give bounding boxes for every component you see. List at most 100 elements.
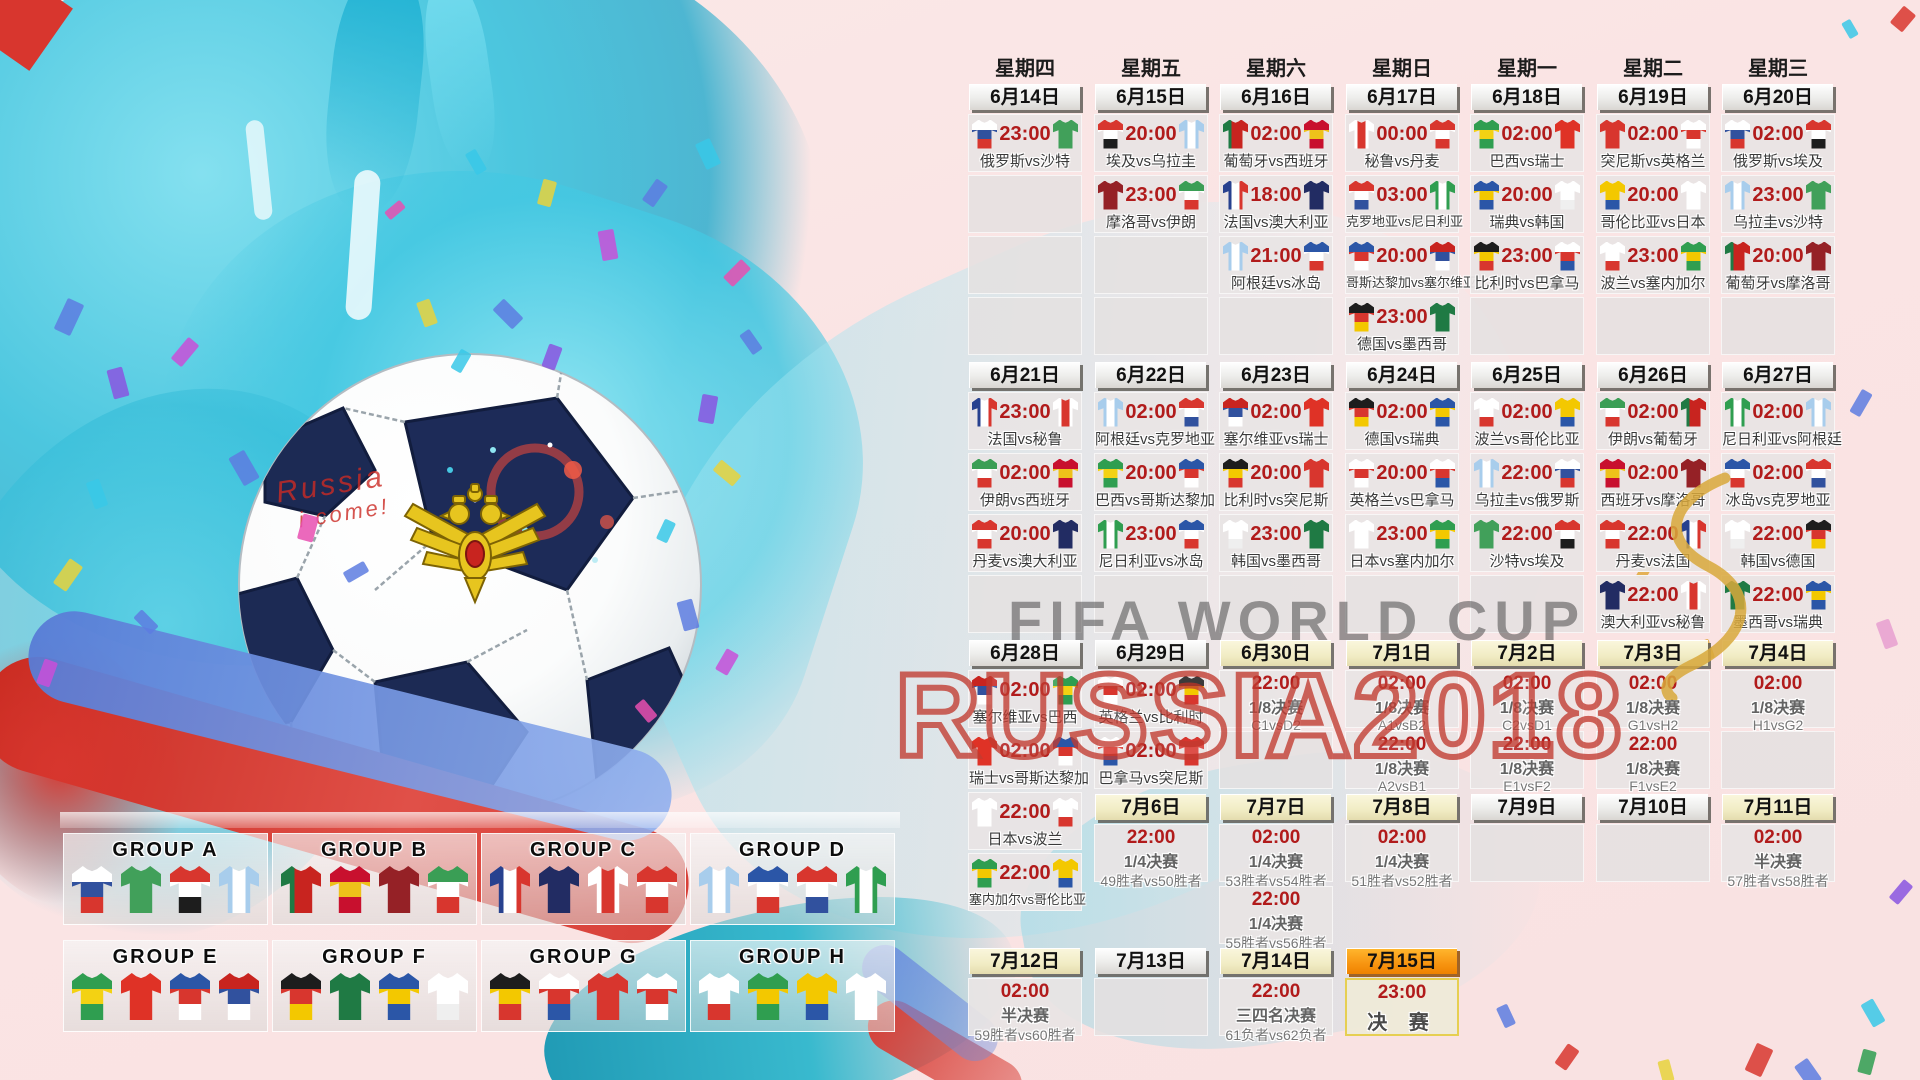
pairing-label: 49胜者vs50胜者	[1100, 873, 1202, 889]
home-jersey-icon	[972, 519, 997, 549]
match-time: 22:00	[1501, 461, 1553, 484]
match-time: 18:00	[1250, 183, 1302, 206]
home-jersey-icon	[1223, 241, 1248, 271]
match-cell: 20:00 埃及vs乌拉圭	[1094, 114, 1208, 172]
away-jersey-icon	[1555, 119, 1580, 149]
match-teams: 阿根廷vs冰岛	[1230, 275, 1321, 292]
team-jersey-icon	[748, 973, 788, 1020]
team-jersey-icon	[219, 866, 259, 913]
date-header: 7月10日	[1597, 794, 1708, 820]
pairing-label: 51胜者vs52胜者	[1351, 873, 1453, 889]
match-cell: 23:00 法国vs秘鲁	[968, 392, 1082, 450]
match-teams: 葡萄牙vs西班牙	[1223, 153, 1329, 170]
confetti-piece	[1857, 1048, 1877, 1076]
weekday-label: 星期二	[1623, 58, 1683, 80]
home-jersey-icon	[1474, 397, 1499, 427]
match-cell: 22:00 日本vs波兰	[968, 792, 1082, 850]
match-time: 23:00	[1752, 183, 1804, 206]
match-cell: 02:00 伊朗vs西班牙	[968, 453, 1082, 511]
confetti-piece	[714, 648, 740, 676]
away-jersey-icon	[1179, 519, 1204, 549]
away-jersey-icon	[1053, 458, 1078, 488]
match-cell: 02:00 德国vs瑞典	[1345, 392, 1459, 450]
match-time: 23:00	[1377, 982, 1427, 1003]
team-jersey-icon	[490, 866, 530, 913]
away-jersey-icon	[1681, 180, 1706, 210]
match-teams: 乌拉圭vs沙特	[1732, 214, 1823, 231]
match-teams: 日本vs塞内加尔	[1349, 553, 1455, 570]
away-jersey-icon	[1681, 119, 1706, 149]
match-time: 20:00	[1376, 461, 1428, 484]
match-cell: 23:00 波兰vs塞内加尔	[1596, 236, 1710, 294]
match-time: 02:00	[1627, 122, 1679, 145]
away-jersey-icon	[1304, 519, 1329, 549]
match-cell: 22:00 乌拉圭vs俄罗斯	[1470, 453, 1584, 511]
confetti-piece	[722, 258, 752, 288]
away-jersey-icon	[1555, 180, 1580, 210]
confetti-piece	[492, 298, 524, 330]
confetti-piece	[1888, 878, 1914, 906]
final-stage-label: 决 赛	[1367, 1012, 1437, 1034]
confetti-piece	[1657, 1058, 1675, 1080]
date-header: 7月7日	[1220, 794, 1331, 820]
date-header: 7月8日	[1346, 794, 1457, 820]
confetti-piece	[1841, 18, 1859, 40]
group-box: GROUP H	[690, 940, 895, 1032]
home-jersey-icon	[1349, 241, 1374, 271]
home-jersey-icon	[1223, 458, 1248, 488]
group-box: GROUP C	[481, 833, 686, 925]
match-cell: 22:00 韩国vs德国	[1721, 514, 1835, 572]
match-time: 22:00	[999, 861, 1051, 884]
confetti-piece	[1554, 1043, 1580, 1071]
group-label: GROUP B	[321, 839, 428, 861]
match-time: 03:00	[1376, 183, 1428, 206]
match-time: 20:00	[1627, 183, 1679, 206]
match-cell: 02:00 伊朗vs葡萄牙	[1596, 392, 1710, 450]
date-header: 6月15日	[1095, 84, 1206, 110]
match-time: 23:00	[1125, 183, 1177, 206]
team-jersey-icon	[170, 866, 210, 913]
empty-cell	[1094, 978, 1208, 1036]
match-time: 02:00	[1627, 400, 1679, 423]
empty-cell	[968, 236, 1082, 294]
away-jersey-icon	[1430, 458, 1455, 488]
match-time: 02:00	[1501, 400, 1553, 423]
match-cell: 23:00 俄罗斯vs沙特	[968, 114, 1082, 172]
home-jersey-icon	[1474, 180, 1499, 210]
white-drip-1	[344, 169, 382, 321]
match-time: 23:00	[1376, 522, 1428, 545]
empty-cell	[1596, 824, 1710, 882]
weekday-label: 星期日	[1372, 58, 1432, 80]
team-jersey-icon	[428, 973, 468, 1020]
match-time: 02:00	[1752, 461, 1804, 484]
match-time: 23:00	[1627, 244, 1679, 267]
match-teams: 德国vs瑞典	[1364, 431, 1440, 448]
match-time: 02:00	[1376, 400, 1428, 423]
away-jersey-icon	[1806, 458, 1831, 488]
confetti-piece	[133, 609, 159, 635]
pairing-label: H1vsG2	[1752, 717, 1804, 733]
match-teams: 伊朗vs葡萄牙	[1607, 431, 1698, 448]
match-cell: 22:00 沙特vs埃及	[1470, 514, 1584, 572]
date-header: 6月24日	[1346, 362, 1457, 388]
watermark-russia2018: RUSSIA2018	[892, 647, 1624, 785]
date-header: 7月14日	[1220, 948, 1331, 974]
match-teams: 摩洛哥vs伊朗	[1105, 214, 1196, 231]
match-cell: 23:00 日本vs塞内加尔	[1345, 514, 1459, 572]
away-jersey-icon	[1555, 241, 1580, 271]
match-cell: 02:00 冰岛vs克罗地亚	[1721, 453, 1835, 511]
knockout-cell: 02:00 1/4决赛 53胜者vs54胜者	[1219, 824, 1333, 889]
away-jersey-icon	[1555, 458, 1580, 488]
confetti-piece	[694, 137, 722, 171]
away-jersey-icon	[1430, 180, 1455, 210]
match-cell: 20:00 瑞典vs韩国	[1470, 175, 1584, 233]
team-jersey-icon	[281, 866, 321, 913]
away-jersey-icon	[1179, 397, 1204, 427]
confetti-piece	[106, 366, 130, 400]
empty-cell	[968, 297, 1082, 355]
team-jersey-icon	[170, 973, 210, 1020]
match-teams: 冰岛vs克罗地亚	[1725, 492, 1831, 509]
confetti-piece	[1875, 618, 1899, 650]
match-cell: 02:00 尼日利亚vs阿根廷	[1721, 392, 1842, 450]
